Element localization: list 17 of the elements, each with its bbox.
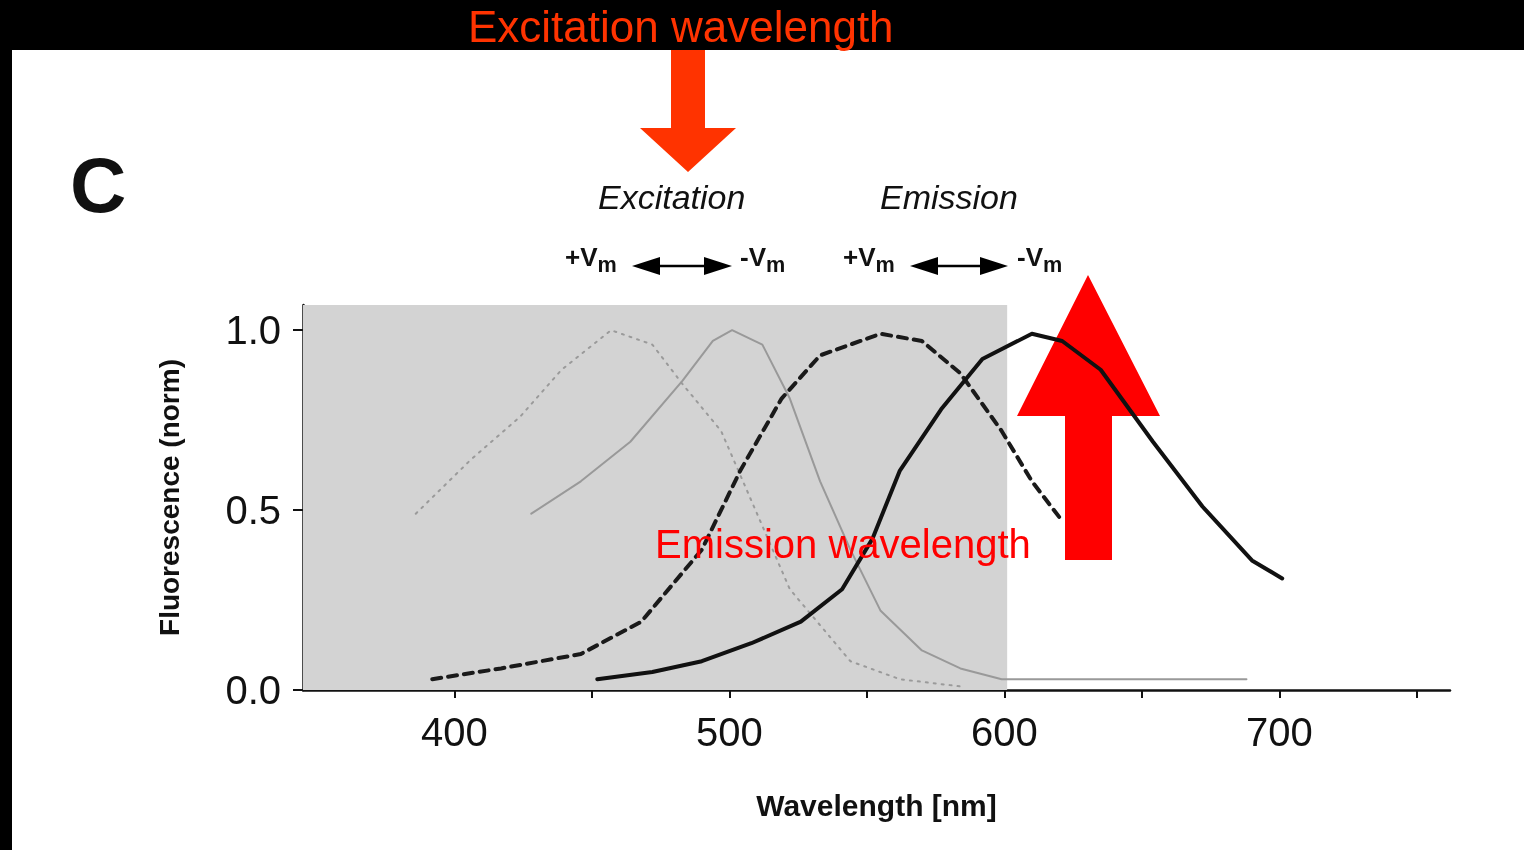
y-tick-label: 0.0 — [225, 668, 281, 712]
text: Excitation — [598, 178, 746, 217]
x-tick-label: 400 — [420, 710, 488, 754]
text: -V$_{m}$ — [1017, 242, 1063, 279]
text: -V$_{m}$ — [740, 242, 786, 279]
text: +V$_{m}$ — [565, 242, 617, 279]
x-tick-label: 700 — [1246, 710, 1313, 754]
y-tick-label: 0.5 — [225, 488, 281, 533]
text: +V$_{m}$ — [843, 242, 895, 279]
text: Excitation wavelength — [468, 2, 894, 52]
text: Emission — [880, 178, 1018, 217]
x-tick-label: 500 — [695, 710, 763, 754]
x-axis-title: Wavelength [nm] — [756, 788, 997, 822]
text: C — [70, 140, 127, 231]
y-axis-title: Fluorescence (norm) — [153, 359, 185, 636]
x-tick-label: 600 — [971, 710, 1038, 754]
y-tick-label: 1.0 — [225, 308, 281, 353]
